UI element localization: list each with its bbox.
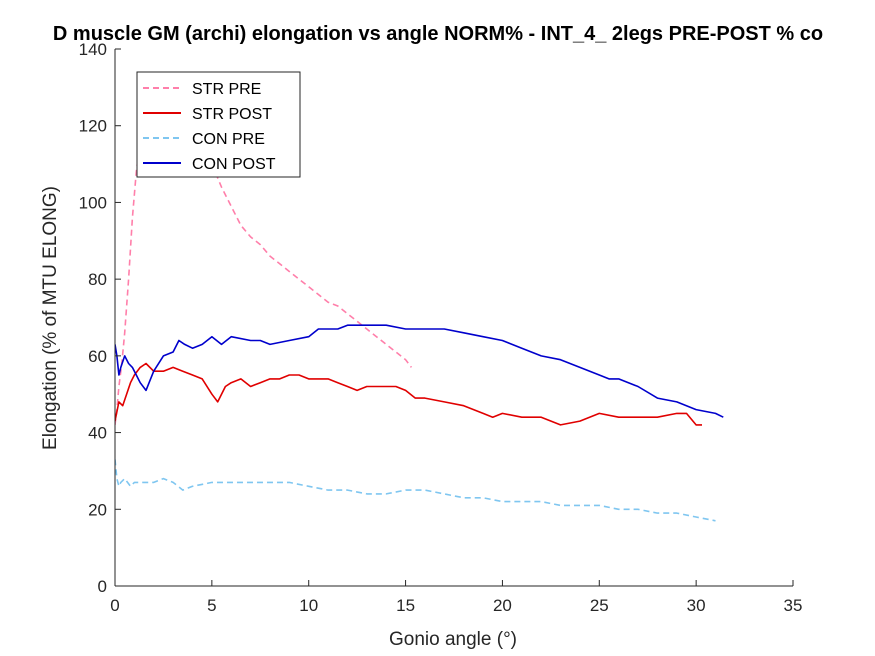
x-axis-label: Gonio angle (°): [389, 629, 517, 650]
legend-label: STR PRE: [192, 81, 261, 98]
y-tick-label: 0: [98, 577, 107, 596]
x-tick-label: 20: [493, 596, 512, 615]
x-tick-label: 10: [299, 596, 318, 615]
x-tick-label: 5: [207, 596, 216, 615]
legend: STR PRE STR POST CON PRE CON POST: [136, 71, 301, 178]
axes: 0 5 10 15 20 25 30 35 0 20 40 60 80 100 120 140: [79, 40, 803, 615]
y-tick-label: 40: [88, 424, 107, 443]
y-tick-label: 80: [88, 270, 107, 289]
y-tick-label: 60: [88, 347, 107, 366]
y-axis-label: Elongation (% of MTU ELONG): [40, 186, 61, 450]
x-tick-label: 30: [687, 596, 706, 615]
series-line-str-pre: [115, 98, 413, 425]
x-tick-label: 25: [590, 596, 609, 615]
legend-label: CON POST: [192, 156, 276, 173]
series-line-con-post: [115, 324, 724, 418]
y-tick-label: 120: [79, 117, 107, 136]
y-tick-label: 100: [79, 193, 107, 212]
x-tick-label: 0: [110, 596, 119, 615]
x-tick-label: 35: [784, 596, 803, 615]
legend-label: STR POST: [192, 106, 272, 123]
series-line-con-pre: [115, 459, 716, 522]
y-tick-label: 20: [88, 500, 107, 519]
y-tick-label: 140: [79, 40, 107, 59]
chart-title: D muscle GM (archi) elongation vs angle …: [53, 23, 823, 45]
x-tick-label: 15: [396, 596, 415, 615]
legend-label: CON PRE: [192, 131, 265, 148]
series-line-str-post: [115, 362, 702, 426]
series-layer: [115, 98, 724, 522]
legend-box: [136, 71, 301, 178]
